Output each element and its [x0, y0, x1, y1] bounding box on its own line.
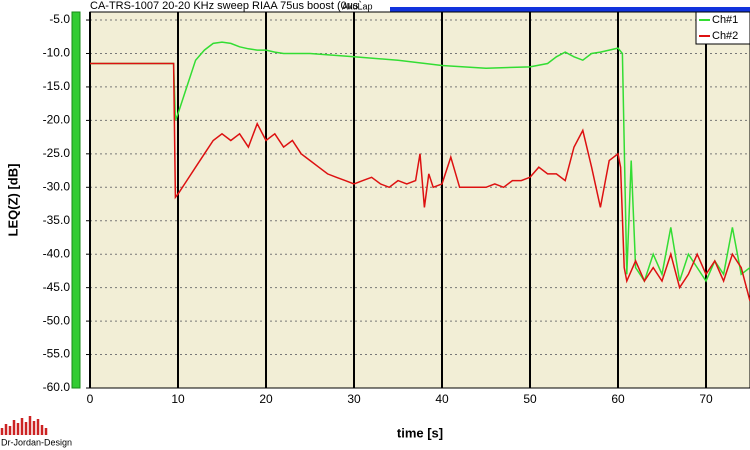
y-tick-label: -55.0: [43, 347, 71, 361]
y-axis-label: LEQ(Z) [dB]: [5, 164, 20, 237]
y-tick-label: -45.0: [43, 280, 71, 294]
x-tick-label: 0: [87, 392, 94, 406]
progress-bar: [390, 7, 750, 12]
plot-area: [90, 12, 750, 388]
y-tick-label: -50.0: [43, 313, 71, 327]
x-tick-label: 30: [347, 392, 361, 406]
y-tick-label: -40.0: [43, 246, 71, 260]
logo: Dr-Jordan-Design: [0, 416, 72, 447]
level-meter: [71, 11, 81, 389]
logo-bars: [0, 416, 48, 435]
y-tick-label: -15.0: [43, 79, 71, 93]
x-tick-label: 70: [699, 392, 713, 406]
x-tick-label: 40: [435, 392, 449, 406]
plot-frame: [89, 11, 750, 389]
y-tick-label: -35.0: [43, 213, 71, 227]
x-tick-label: 10: [171, 392, 185, 406]
y-tick-label: -20.0: [43, 113, 71, 127]
x-tick-label: 50: [523, 392, 537, 406]
y-tick-label: -30.0: [43, 179, 71, 193]
legend-box: [695, 11, 750, 45]
logo-text: Dr-Jordan-Design: [1, 437, 72, 447]
y-tick-label: -10.0: [43, 46, 71, 60]
y-tick-label: -5.0: [49, 12, 70, 26]
y-tick-label: -25.0: [43, 146, 71, 160]
x-tick-label: 20: [259, 392, 273, 406]
legend-label: Ch#1: [712, 14, 738, 26]
chart-title: CA-TRS-1007 20-20 KHz sweep RIAA 75us bo…: [90, 0, 362, 12]
x-axis-label: time [s]: [397, 425, 443, 440]
legend-label: Ch#2: [712, 30, 738, 42]
title-suffix: AkuLap: [342, 1, 373, 11]
series-line: [90, 62, 750, 302]
x-tick-label: 60: [611, 392, 625, 406]
y-tick-label: -60.0: [43, 380, 71, 394]
series-line: [90, 41, 750, 283]
